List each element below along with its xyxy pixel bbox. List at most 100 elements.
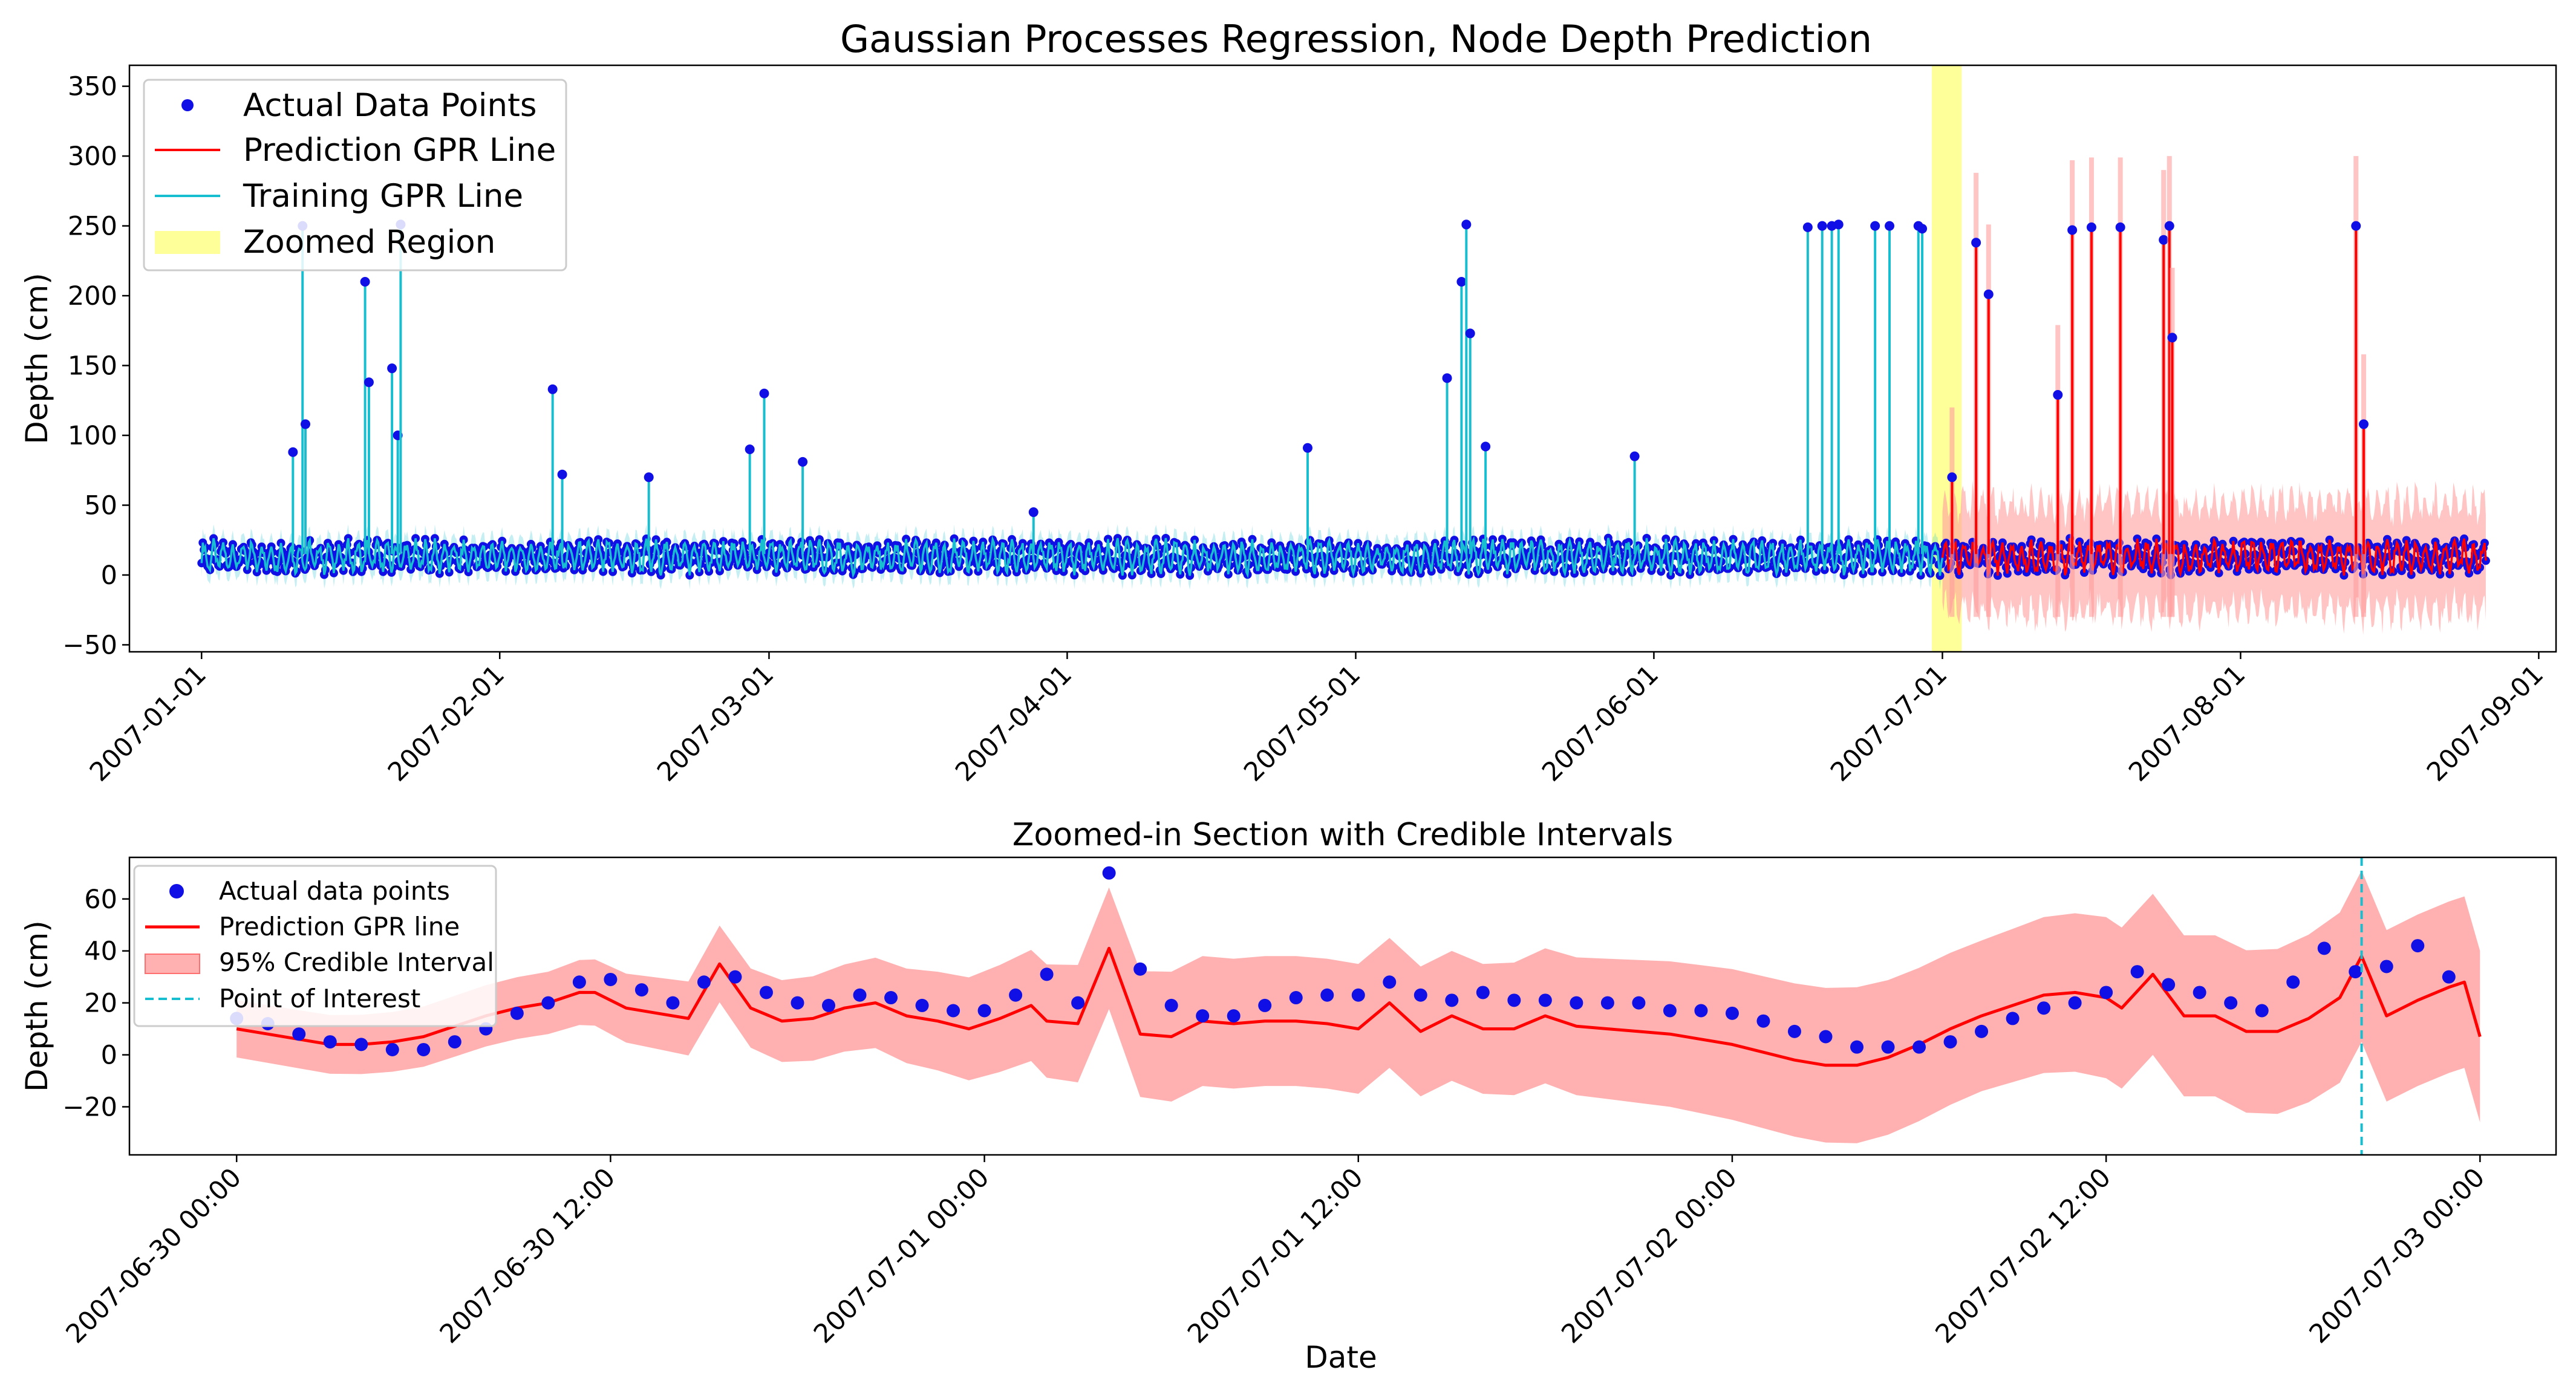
actual-data-point	[728, 970, 742, 984]
y-tick-label: 150	[68, 351, 117, 382]
actual-data-point	[1258, 998, 1272, 1012]
spike-point	[1481, 441, 1491, 452]
training-gpr-line	[200, 536, 1944, 579]
prediction-gpr-line-zoom	[236, 946, 2482, 1067]
actual-data-point	[1663, 1004, 1677, 1018]
actual-data-point	[2130, 965, 2144, 979]
y-tick-label: 0	[101, 561, 117, 591]
actual-data-point	[1632, 996, 1646, 1010]
y-tick-label: 40	[84, 937, 117, 967]
actual-data-point	[417, 1042, 431, 1056]
y-tick-label: 100	[68, 421, 117, 451]
actual-data-point	[572, 975, 586, 989]
actual-data-point	[2286, 975, 2300, 989]
spike-point	[1885, 221, 1895, 231]
actual-data-point	[1164, 998, 1178, 1012]
actual-data-point	[1725, 1006, 1739, 1020]
actual-data-point	[666, 996, 680, 1010]
actual-data-point	[634, 983, 648, 997]
spike-point	[2351, 221, 2361, 231]
legend-actual-label: Actual Data Points	[243, 87, 537, 124]
x-tick-label: 2007-09-01	[2421, 659, 2549, 787]
bottom-x-axis-label: Date	[1305, 1340, 1377, 1375]
actual-data-point	[1570, 996, 1583, 1010]
spike-point	[288, 447, 298, 457]
actual-data-point	[759, 986, 773, 999]
actual-data-point	[2068, 996, 2082, 1010]
spike-point	[2086, 222, 2096, 232]
y-tick-label: 0	[101, 1041, 117, 1071]
bottom-axes-frame	[128, 856, 2557, 1156]
spike-point	[1870, 221, 1880, 231]
legend2-credible-label: 95% Credible Interval	[219, 947, 494, 977]
top-y-axis-label: Depth (cm)	[19, 273, 54, 444]
actual-data-point	[1071, 996, 1085, 1010]
actual-data-point	[448, 1035, 461, 1049]
actual-data-point	[292, 1027, 306, 1041]
actual-data-point	[1694, 1004, 1708, 1018]
y-tick-label: −50	[62, 630, 117, 660]
actual-data-point	[1850, 1040, 1864, 1054]
x-tick-label: 2007-08-01	[2123, 659, 2251, 787]
spike-point	[364, 377, 374, 388]
legend2-actual-marker	[169, 884, 184, 898]
actual-data-point	[791, 996, 804, 1010]
actual-data-point	[2317, 941, 2331, 955]
actual-data-point	[2349, 965, 2362, 979]
spike-point	[1983, 289, 1994, 299]
actual-data-point	[697, 975, 711, 989]
spike-point	[798, 457, 808, 467]
spike-point	[2053, 390, 2063, 400]
actual-data-point	[915, 998, 929, 1012]
actual-data-point	[541, 996, 555, 1010]
spike-point	[1971, 238, 1981, 248]
y-tick-label: 20	[84, 989, 117, 1019]
legend2-poi-label: Point of Interest	[219, 984, 420, 1013]
x-tick-label: 2007-03-01	[651, 659, 780, 787]
actual-data-point	[1819, 1030, 1833, 1044]
actual-data-point	[1196, 1009, 1210, 1023]
actual-data-point	[1414, 988, 1427, 1002]
top-legend: Actual Data Points Prediction GPR Line T…	[143, 79, 567, 271]
x-tick-label: 2007-06-30 00:00	[60, 1162, 247, 1349]
actual-data-point	[2193, 986, 2206, 999]
legend2-actual-label: Actual data points	[219, 876, 450, 906]
actual-data-point	[977, 1004, 991, 1018]
actual-data-point	[1383, 975, 1397, 989]
spike-point	[759, 388, 769, 398]
prediction-gpr-line	[1941, 536, 2487, 578]
actual-data-point	[822, 998, 835, 1012]
spike-point	[2164, 221, 2174, 231]
x-tick-label: 2007-07-02 12:00	[1930, 1162, 2117, 1349]
x-tick-label: 2007-02-01	[382, 659, 510, 787]
actual-data-point	[1787, 1024, 1801, 1038]
legend2-prediction-label: Prediction GPR line	[219, 912, 460, 941]
x-tick-label: 2007-07-01 00:00	[808, 1162, 995, 1349]
actual-data-point	[1507, 993, 1521, 1007]
legend-training-label: Training GPR Line	[243, 178, 523, 215]
actual-data-point	[1600, 996, 1614, 1010]
actual-data-point	[1538, 993, 1552, 1007]
bottom-chart-title: Zoomed-in Section with Credible Interval…	[1012, 817, 1673, 853]
actual-data-point	[2099, 986, 2113, 999]
x-tick-label: 2007-07-01	[1825, 659, 1953, 787]
spike-point	[2159, 235, 2169, 245]
x-tick-label: 2007-07-02 00:00	[1556, 1162, 1743, 1349]
x-tick-label: 2007-06-01	[1536, 659, 1665, 787]
actual-data-point	[2162, 978, 2176, 992]
legend-prediction-label: Prediction GPR Line	[243, 132, 556, 169]
actual-data-point	[1975, 1024, 1989, 1038]
actual-data-point	[853, 988, 867, 1002]
actual-data-point	[2379, 960, 2393, 973]
actual-data-point	[510, 1006, 524, 1020]
actual-data-point	[1943, 1035, 1957, 1049]
spike-point	[557, 469, 567, 479]
spike-point	[547, 384, 558, 394]
actual-data-point	[1133, 962, 1147, 976]
bottom-legend: Actual data points Prediction GPR line 9…	[133, 865, 497, 1027]
actual-data-point	[2442, 970, 2456, 984]
y-tick-label: 200	[68, 281, 117, 311]
y-tick-label: 250	[68, 212, 117, 242]
x-tick-label: 2007-01-01	[84, 659, 212, 787]
